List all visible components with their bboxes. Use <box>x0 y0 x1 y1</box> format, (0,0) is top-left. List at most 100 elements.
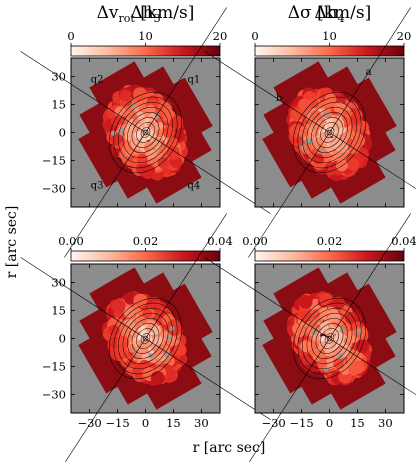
annotation-label: q4 <box>188 181 201 192</box>
center-marker <box>326 129 333 136</box>
axis-lines <box>20 7 271 258</box>
bin <box>307 98 320 110</box>
panel-title: Δh4 <box>314 3 344 25</box>
colorbar-bar <box>254 45 405 57</box>
colorbar: 0 10 20 <box>67 29 228 57</box>
colorbar-bar <box>70 250 221 262</box>
bin <box>161 108 174 121</box>
panel-title: Δσ [km/s] <box>288 3 371 23</box>
bin <box>325 329 332 337</box>
bin <box>166 146 181 160</box>
annotation-label: q1 <box>188 74 201 85</box>
x-tick-label: −30 <box>261 416 285 430</box>
ticks <box>255 58 404 207</box>
bin <box>169 115 184 129</box>
bin <box>300 340 313 353</box>
bin <box>344 312 357 324</box>
y-tick-label: −15 <box>42 359 66 373</box>
annotation-label: b <box>276 93 282 104</box>
ticks: −30 −15 0 15 30 <box>255 264 404 430</box>
bin <box>119 89 132 102</box>
x-tick-label: 30 <box>194 416 209 430</box>
y-tick-label: 15 <box>51 304 66 318</box>
masked-bin <box>118 126 124 132</box>
bin <box>110 115 122 127</box>
bin <box>310 109 322 121</box>
bin <box>150 371 165 386</box>
x-tick-label: 15 <box>166 416 181 430</box>
bin <box>311 333 320 341</box>
colorbar-tick-label: 0.04 <box>207 234 233 248</box>
bin <box>310 309 321 319</box>
bin <box>325 358 336 369</box>
annotations: ab <box>276 67 372 104</box>
colorbar-tick-label: 20 <box>213 29 228 43</box>
bin <box>328 138 338 148</box>
bin <box>174 343 187 357</box>
bin <box>108 324 120 337</box>
bin <box>111 298 126 314</box>
colorbar-tick-label: 20 <box>397 29 412 43</box>
colorbar-bar <box>254 250 405 262</box>
bin <box>335 332 344 341</box>
annotation-label: a <box>366 67 372 78</box>
bin <box>108 336 121 349</box>
y-tick-label: −15 <box>42 153 66 167</box>
bin <box>333 101 346 114</box>
masked-bin <box>308 137 314 143</box>
bin <box>301 353 314 366</box>
masked-bin <box>130 103 136 109</box>
panel-title-subscript: rot <box>119 12 136 25</box>
masked-bin <box>111 130 117 136</box>
bin <box>335 159 348 172</box>
bin <box>346 157 360 171</box>
bin <box>152 140 162 150</box>
colorbar-bar <box>70 45 221 57</box>
center-marker <box>142 129 149 136</box>
center-marker <box>326 335 333 342</box>
bin <box>140 164 156 180</box>
bin <box>297 126 309 137</box>
panel-title-unit: [km/s] <box>312 3 372 23</box>
bins <box>102 84 188 181</box>
annotations: q2 q1 q3 q4 <box>91 74 201 191</box>
bin <box>350 349 363 362</box>
axis-lines <box>204 213 416 462</box>
colorbar: 0.00 0.02 0.04 <box>58 234 233 262</box>
y-tick-label: −30 <box>42 181 66 195</box>
y-axis-label: r [arc sec] <box>4 206 20 279</box>
panel-title-subscript: 3 <box>154 12 161 25</box>
annotation-label: q2 <box>91 74 104 85</box>
y-tick-label: 0 <box>59 126 66 140</box>
x-tick-label: 0 <box>326 416 333 430</box>
y-tick-label: 30 <box>51 70 66 84</box>
bin <box>163 126 175 138</box>
bin <box>110 133 123 146</box>
bin <box>329 311 341 322</box>
bin <box>147 149 157 158</box>
panel-title: Δh3 <box>130 3 160 25</box>
bin <box>157 157 170 169</box>
x-axis-label: r [arc sec] <box>193 440 266 456</box>
bin <box>154 336 163 345</box>
ticks: 30 15 0 −15 −30 <box>42 58 220 207</box>
minor-axis-line <box>20 257 271 420</box>
x-tick-label: 0 <box>142 416 149 430</box>
colorbar-tick-label: 0.00 <box>58 234 84 248</box>
masked-bin <box>320 149 326 155</box>
minor-axis-line <box>204 51 416 190</box>
colorbar-tick-label: 0 <box>67 29 74 43</box>
ticks: 30 15 0 −15 −30 −30 −15 0 15 30 <box>42 264 220 430</box>
axis-lines <box>204 7 416 258</box>
panel-title-subscript: 4 <box>338 12 345 25</box>
bin <box>134 131 143 140</box>
y-tick-label: 15 <box>51 98 66 112</box>
colorbar-tick-label: 0.00 <box>242 234 268 248</box>
bin <box>133 87 147 101</box>
bin <box>351 133 366 147</box>
colorbar: 0 10 20 <box>251 29 412 57</box>
